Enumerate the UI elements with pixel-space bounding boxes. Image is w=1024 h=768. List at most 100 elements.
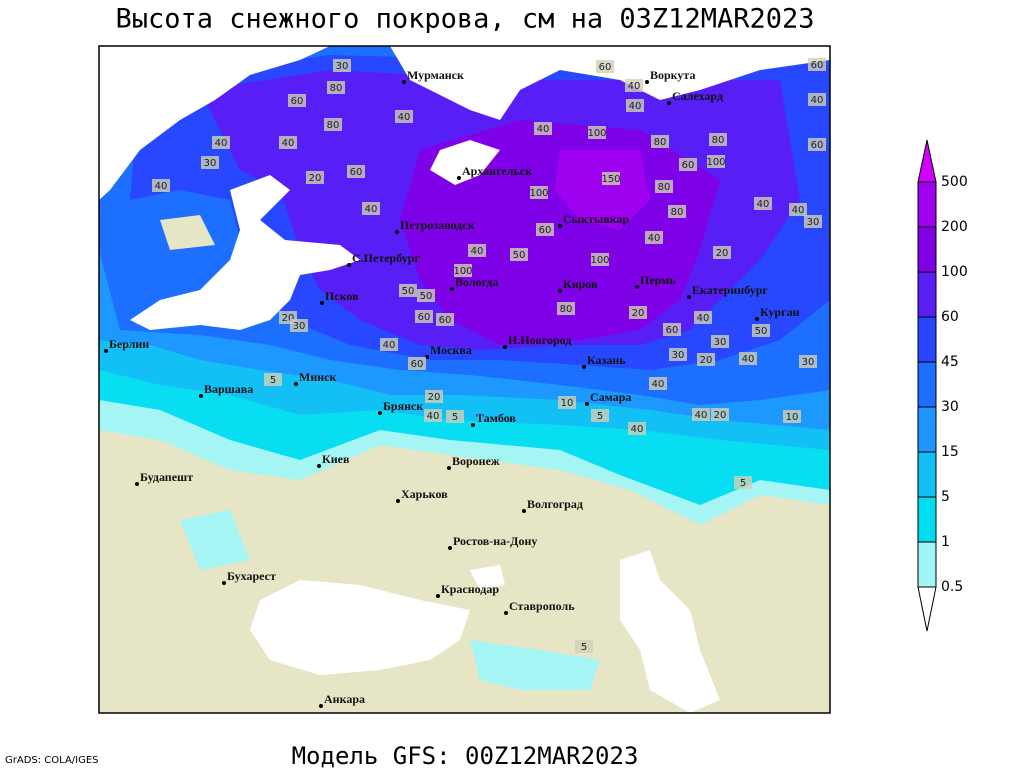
contour-label: 40 [652,379,665,390]
sea [250,580,470,675]
city-label: Н.Новгород [508,333,571,347]
city-label: Киев [322,452,350,466]
city-dot [294,382,298,386]
contour-label-box [739,352,757,365]
colorbar-band [917,361,937,408]
colorbar-band [917,316,937,363]
contour-label: 30 [714,337,727,348]
contour-label-box [395,110,413,123]
contour-label: 80 [712,135,725,146]
city-dot [104,349,108,353]
city-dot [645,80,649,84]
city-dot [199,394,203,398]
city-dot [687,295,691,299]
contour-label: 10 [786,412,799,423]
sea [470,565,505,590]
contour-label-box [333,59,351,72]
contour-label: 80 [560,304,573,315]
contour-label-box [711,408,729,421]
city-label: С.Петербург [352,251,420,265]
contour-label-box [591,409,609,422]
contour-label: 50 [513,250,526,261]
contour-label: 60 [539,225,552,236]
contour-label: 100 [453,266,472,277]
contour-label-box [808,138,826,151]
contour-label: 80 [327,120,340,131]
contour-label-box [626,99,644,112]
city-dot [522,509,526,513]
sea [430,140,500,185]
contour-label: 30 [672,350,685,361]
snow-zone [180,510,250,570]
city-label: Екатеринбург [692,283,768,297]
contour-label-box [558,396,576,409]
snow-zone [555,150,650,230]
colorbar-band [917,271,937,318]
contour-label: 150 [601,174,620,185]
colorbar-band [917,451,937,498]
city-label: Петрозаводск [400,218,475,232]
city-label: Ростов-на-Дону [453,534,537,548]
city-label: Харьков [401,487,448,501]
contour-label: 40 [629,101,642,112]
city-label: Брянск [383,399,423,413]
map [99,46,830,713]
contour-label-box [436,313,454,326]
contour-label: 60 [439,315,452,326]
contour-label-box [446,410,464,423]
contour-label: 20 [309,173,322,184]
contour-label-box [645,231,663,244]
contour-label: 30 [336,61,349,72]
contour-label-box [655,180,673,193]
city-label: Будапешт [140,470,193,484]
city-dot [504,611,508,615]
city-label: Псков [325,289,359,303]
contour-label: 50 [402,286,415,297]
contour-label-box [362,202,380,215]
contour-label: 40 [282,138,295,149]
contour-label-box [424,409,442,422]
contour-label-box [697,353,715,366]
city-label: Сыктывкар [563,212,629,226]
contour-label: 40 [471,246,484,257]
colorbar-label: 45 [941,354,959,370]
contour-label-box [669,348,687,361]
contour-label: 40 [742,354,755,365]
contour-label: 5 [452,412,458,423]
city-dot [320,301,324,305]
city-dot [755,317,759,321]
city-label: Пермь [640,273,676,287]
contour-label-box [808,58,826,71]
contour-label: 60 [411,359,424,370]
contour-label-box [347,165,365,178]
contour-label: 40 [695,410,708,421]
contour-label: 40 [757,199,770,210]
contour-label: 40 [811,95,824,106]
contour-label-box [454,264,472,277]
contour-label: 80 [671,207,684,218]
contour-label: 20 [700,355,713,366]
colorbar-label: 500 [941,174,968,190]
colorbar-label: 15 [941,444,959,460]
contour-label: 30 [807,217,820,228]
snow-zone [470,640,600,690]
city-dot [558,224,562,228]
colorbar-band [917,226,937,273]
city-label: Самара [590,390,631,404]
contour-label: 40 [383,340,396,351]
city-label: Волгоград [527,497,583,511]
city-dot [503,345,507,349]
city-dot [317,464,321,468]
contour-label: 80 [654,137,667,148]
contour-label: 60 [291,96,304,107]
colorbar-band [917,541,937,588]
colorbar-cap [917,586,937,632]
city-label: Мурманск [407,68,464,82]
city-dot [450,287,454,291]
city-dot [558,289,562,293]
colorbar-label: 0.5 [941,579,963,595]
city-dot [395,230,399,234]
city-dot [667,101,671,105]
contour-label: 80 [658,182,671,193]
contour-label: 100 [587,128,606,139]
